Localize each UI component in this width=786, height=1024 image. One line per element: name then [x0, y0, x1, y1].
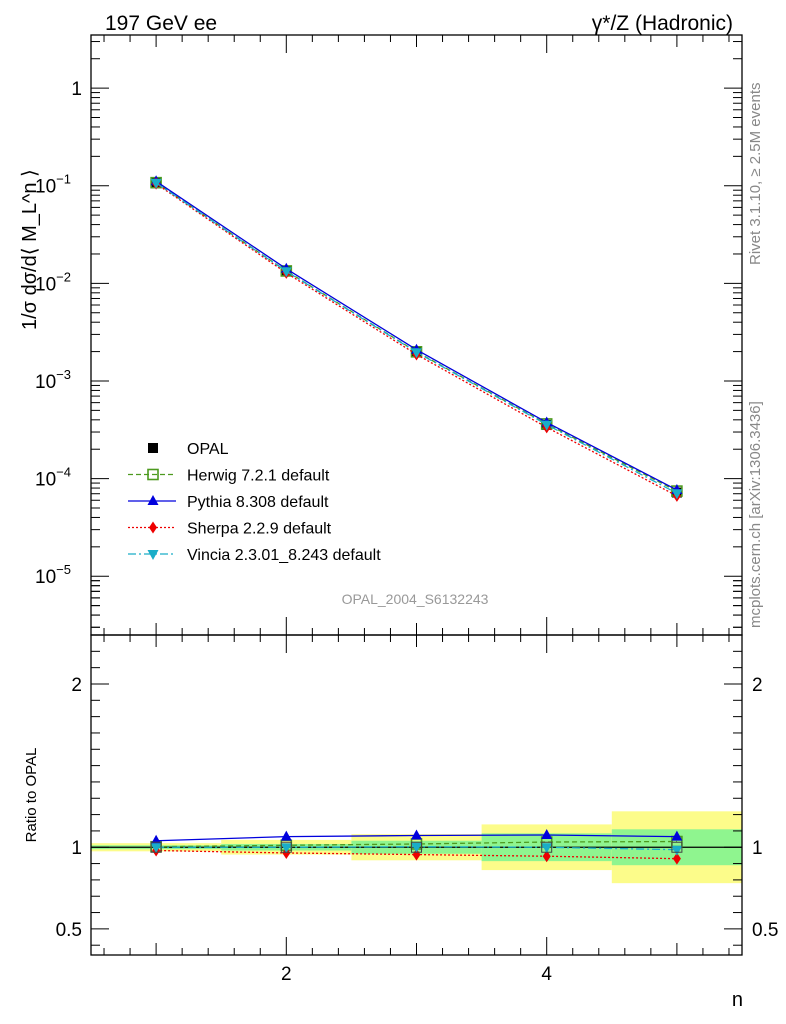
main-y-axis-label-text: 1/σ dσ/d⟨ M_L^n ⟩: [19, 169, 41, 330]
main-y-axis-label: 1/σ dσ/d⟨ M_L^n ⟩: [19, 169, 41, 330]
main-plot-marks: [150, 175, 683, 502]
main-y-tick-exponent: −5: [56, 562, 71, 577]
vincia-legend-marker: [147, 550, 159, 560]
sherpa-legend-label: Sherpa 2.2.9 default: [187, 521, 332, 538]
vincia-main-point: [150, 178, 162, 189]
main-y-tick-exponent: −4: [56, 465, 71, 480]
ratio-y-tick-label: 2: [71, 675, 82, 696]
vincia-main-point: [411, 348, 422, 359]
ratio-y-tick-label: 1: [71, 838, 82, 859]
pythia-ratio-point: [280, 830, 292, 841]
pythia-ratio-point: [671, 830, 683, 841]
x-tick-label: 2: [281, 964, 292, 985]
mcplots-reference-label: mcplots.cern.ch [arXiv:1306.3436]: [747, 401, 764, 628]
ratio-plot-marks: [150, 829, 683, 865]
main-y-tick-label: 10−5: [35, 562, 71, 588]
herwig-main-line: [155, 182, 678, 492]
sherpa-ratio-point: [412, 848, 421, 861]
main-y-tick-exponent: −1: [56, 172, 71, 187]
x-axis-label: n: [732, 989, 743, 1011]
ratio-y-axis-label: Ratio to OPAL: [23, 748, 40, 843]
ratio-y-tick-label-right: 1: [752, 838, 763, 859]
legend: OPAL Herwig 7.2.1 default Pythia 8.308 def…: [128, 441, 381, 564]
sherpa-ratio-point: [672, 852, 681, 865]
opal-ratio-point: [541, 841, 553, 853]
opal-legend-marker: [148, 443, 158, 453]
pythia-ratio-point: [541, 829, 553, 839]
pythia-ratio-point: [411, 829, 422, 840]
ratio-y-tick-label: 0.5: [56, 920, 82, 941]
pythia-ratio-point: [150, 834, 162, 845]
herwig-legend-marker: [147, 468, 159, 481]
ratio-axis-ticks: 2 2 1 1 0.5 0.5 2 4: [56, 635, 778, 985]
vincia-ratio-point: [150, 843, 162, 854]
vincia-ratio-point: [411, 842, 422, 853]
main-y-tick-label: 10−3: [35, 367, 71, 393]
ratio-y-tick-label-right: 2: [752, 675, 763, 696]
opal-ratio-point: [671, 841, 683, 853]
main-y-tick-label: 1: [71, 79, 82, 100]
vincia-main-point: [671, 489, 683, 500]
vincia-legend-label: Vincia 2.3.01_8.243 default: [187, 547, 381, 564]
sherpa-ratio-point: [542, 850, 551, 863]
vincia-main-point: [541, 420, 553, 431]
header-right: γ*/Z (Hadronic): [592, 12, 733, 35]
ratio-y-tick-label-right: 0.5: [752, 920, 778, 941]
pythia-legend-marker: [147, 495, 159, 505]
ratio-plot-frame: [90, 634, 743, 956]
x-tick-label: 4: [541, 964, 552, 985]
opal-legend-label: OPAL: [187, 441, 229, 458]
opal-ratio-point: [280, 841, 292, 853]
header-left: 197 GeV ee: [105, 12, 217, 35]
opal-ratio-point: [150, 841, 162, 853]
vincia-ratio-point: [541, 843, 553, 854]
analysis-id-watermark: OPAL_2004_S6132243: [342, 591, 489, 607]
main-y-tick-label: 10−4: [35, 465, 71, 491]
main-y-tick-exponent: −2: [56, 269, 71, 284]
vincia-ratio-point: [671, 845, 683, 856]
main-y-tick-exponent: −3: [56, 367, 71, 382]
herwig-legend-label: Herwig 7.2.1 default: [187, 468, 330, 485]
sherpa-main-line: [155, 183, 678, 497]
main-plot-frame: [90, 34, 743, 636]
sherpa-legend-marker: [149, 521, 157, 534]
pythia-main-line: [155, 180, 678, 491]
vincia-main-line: [155, 182, 678, 494]
vincia-main-point: [280, 267, 292, 278]
pythia-legend-label: Pythia 8.308 default: [187, 494, 329, 511]
rivet-version-label: Rivet 3.1.10, ≥ 2.5M events: [747, 83, 764, 266]
vincia-ratio-point: [280, 843, 292, 854]
opal-ratio-point: [411, 841, 422, 853]
